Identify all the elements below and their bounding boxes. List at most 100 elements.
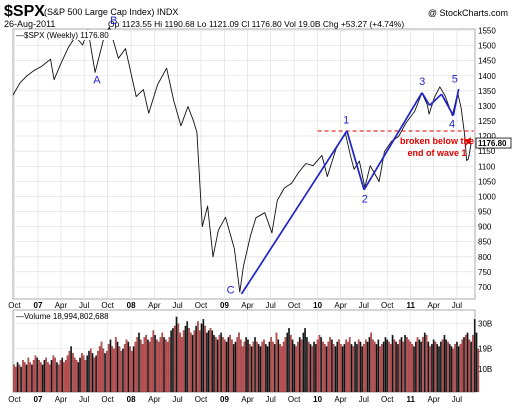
volume-bar <box>368 337 371 393</box>
volume-bar <box>363 344 365 393</box>
bottom-x-tick-label: 07 <box>34 395 43 404</box>
volume-bar <box>298 337 301 393</box>
volume-bar <box>197 321 199 393</box>
price-y-tick-label: 1000 <box>478 192 496 201</box>
volume-bar <box>306 337 308 393</box>
volume-bar <box>347 341 349 393</box>
volume-bar <box>438 346 440 393</box>
volume-bar <box>125 339 128 393</box>
volume-bar <box>202 318 205 393</box>
bottom-x-tick-label: Jul <box>79 395 89 404</box>
volume-bar <box>370 332 373 393</box>
volume-bar <box>397 344 399 393</box>
volume-bar <box>323 344 326 393</box>
volume-bar <box>218 334 221 393</box>
volume-bar <box>372 339 374 393</box>
volume-bar <box>425 334 428 393</box>
price-y-tick-label: 1250 <box>478 117 496 126</box>
volume-bar <box>200 323 203 393</box>
volume-bar <box>316 339 319 393</box>
bottom-x-tick-label: Jul <box>359 395 369 404</box>
volume-bar <box>381 344 383 393</box>
volume-bar <box>150 337 153 393</box>
volume-bar <box>132 346 135 393</box>
volume-bar <box>254 337 256 393</box>
broken-below-note-text: end of wave 1 <box>407 148 466 158</box>
price-x-tick-label: Apr <box>55 301 68 310</box>
volume-bar <box>373 341 376 393</box>
volume-bar <box>98 346 101 393</box>
price-y-tick-label: 700 <box>478 283 492 292</box>
price-plot-frame <box>12 28 476 300</box>
volume-bar <box>297 341 299 393</box>
volume-bar <box>404 334 406 393</box>
volume-bar <box>179 332 181 393</box>
volume-bar <box>173 325 176 393</box>
bottom-x-tick-label: Oct <box>101 395 114 404</box>
volume-bar <box>248 344 251 393</box>
volume-bar <box>450 346 453 393</box>
price-x-tick-label: 10 <box>313 301 322 310</box>
volume-bar <box>22 359 24 393</box>
volume-bar <box>95 355 98 393</box>
volume-bar <box>107 344 110 393</box>
volume-bar <box>139 339 142 393</box>
volume-bar <box>86 355 89 393</box>
price-y-tick-label: 1300 <box>478 102 496 111</box>
note-group: broken below the end of wave 1 <box>400 136 474 158</box>
volume-bar <box>118 346 121 393</box>
wave-lines-group <box>240 88 460 295</box>
volume-bar <box>429 346 431 393</box>
wave-label: 3 <box>419 76 425 88</box>
volume-legend: —Volume 18,994,802,688 <box>15 311 171 321</box>
wave-label: C <box>227 285 235 297</box>
volume-bar <box>445 339 448 393</box>
price-x-tick-label: Apr <box>148 301 161 310</box>
price-x-tick-label: Jul <box>266 301 276 310</box>
price-legend-label: —$SPX (Weekly) 1176.80 <box>16 31 109 40</box>
volume-bar <box>307 341 310 393</box>
bottom-x-tick-label: Oct <box>195 395 208 404</box>
volume-bar <box>441 339 444 393</box>
volume-bar <box>416 337 419 393</box>
volume-y-tick-label: 30B <box>478 320 492 329</box>
volume-bar <box>348 337 351 393</box>
volume-bar <box>186 321 189 393</box>
price-y-tick-label: 1400 <box>478 72 496 81</box>
bottom-x-tick-label: Oct <box>8 395 21 404</box>
price-x-tick-label: Oct <box>101 301 114 310</box>
volume-bar <box>270 337 273 393</box>
volume-bar <box>91 353 94 393</box>
volume-bar <box>432 339 435 393</box>
volume-bar <box>345 339 348 393</box>
volume-bar <box>141 344 144 393</box>
volume-bar <box>354 341 356 393</box>
volume-bar <box>382 341 385 393</box>
volume-bar <box>81 353 83 393</box>
volume-bar <box>225 341 228 393</box>
volume-legend-bg <box>15 311 171 321</box>
volume-bar <box>304 328 306 393</box>
volume-bar <box>264 344 267 393</box>
volume-bar <box>193 330 196 393</box>
price-x-tick-label: Jul <box>452 301 462 310</box>
volume-bar <box>448 344 451 393</box>
elliott-wave-segment <box>346 130 365 191</box>
volume-bar <box>64 359 67 393</box>
last-value-group: 1176.80 <box>475 137 512 149</box>
volume-bar <box>170 330 173 393</box>
volume-bar <box>389 344 392 393</box>
volume-bar <box>322 341 324 393</box>
volume-bar <box>406 337 408 393</box>
volume-bar <box>14 366 17 393</box>
volume-bar <box>331 339 333 393</box>
volume-bar <box>136 337 139 393</box>
bottom-x-axis: Oct 07 Apr Jul Oct 08 Apr Jul Oct 09 Apr Jul Oct 10 Ap… <box>8 395 462 404</box>
volume-bar <box>57 364 60 393</box>
bottom-x-tick-label: Apr <box>148 395 161 404</box>
price-legend: —$SPX (Weekly) 1176.80 <box>15 30 123 40</box>
volume-bar <box>359 341 362 393</box>
price-y-axis: 700 750 800 850 900 950 1000 1050 1100 1150 1200 12… <box>478 27 496 292</box>
volume-bar <box>232 344 235 393</box>
bottom-x-tick-label: Oct <box>381 395 394 404</box>
